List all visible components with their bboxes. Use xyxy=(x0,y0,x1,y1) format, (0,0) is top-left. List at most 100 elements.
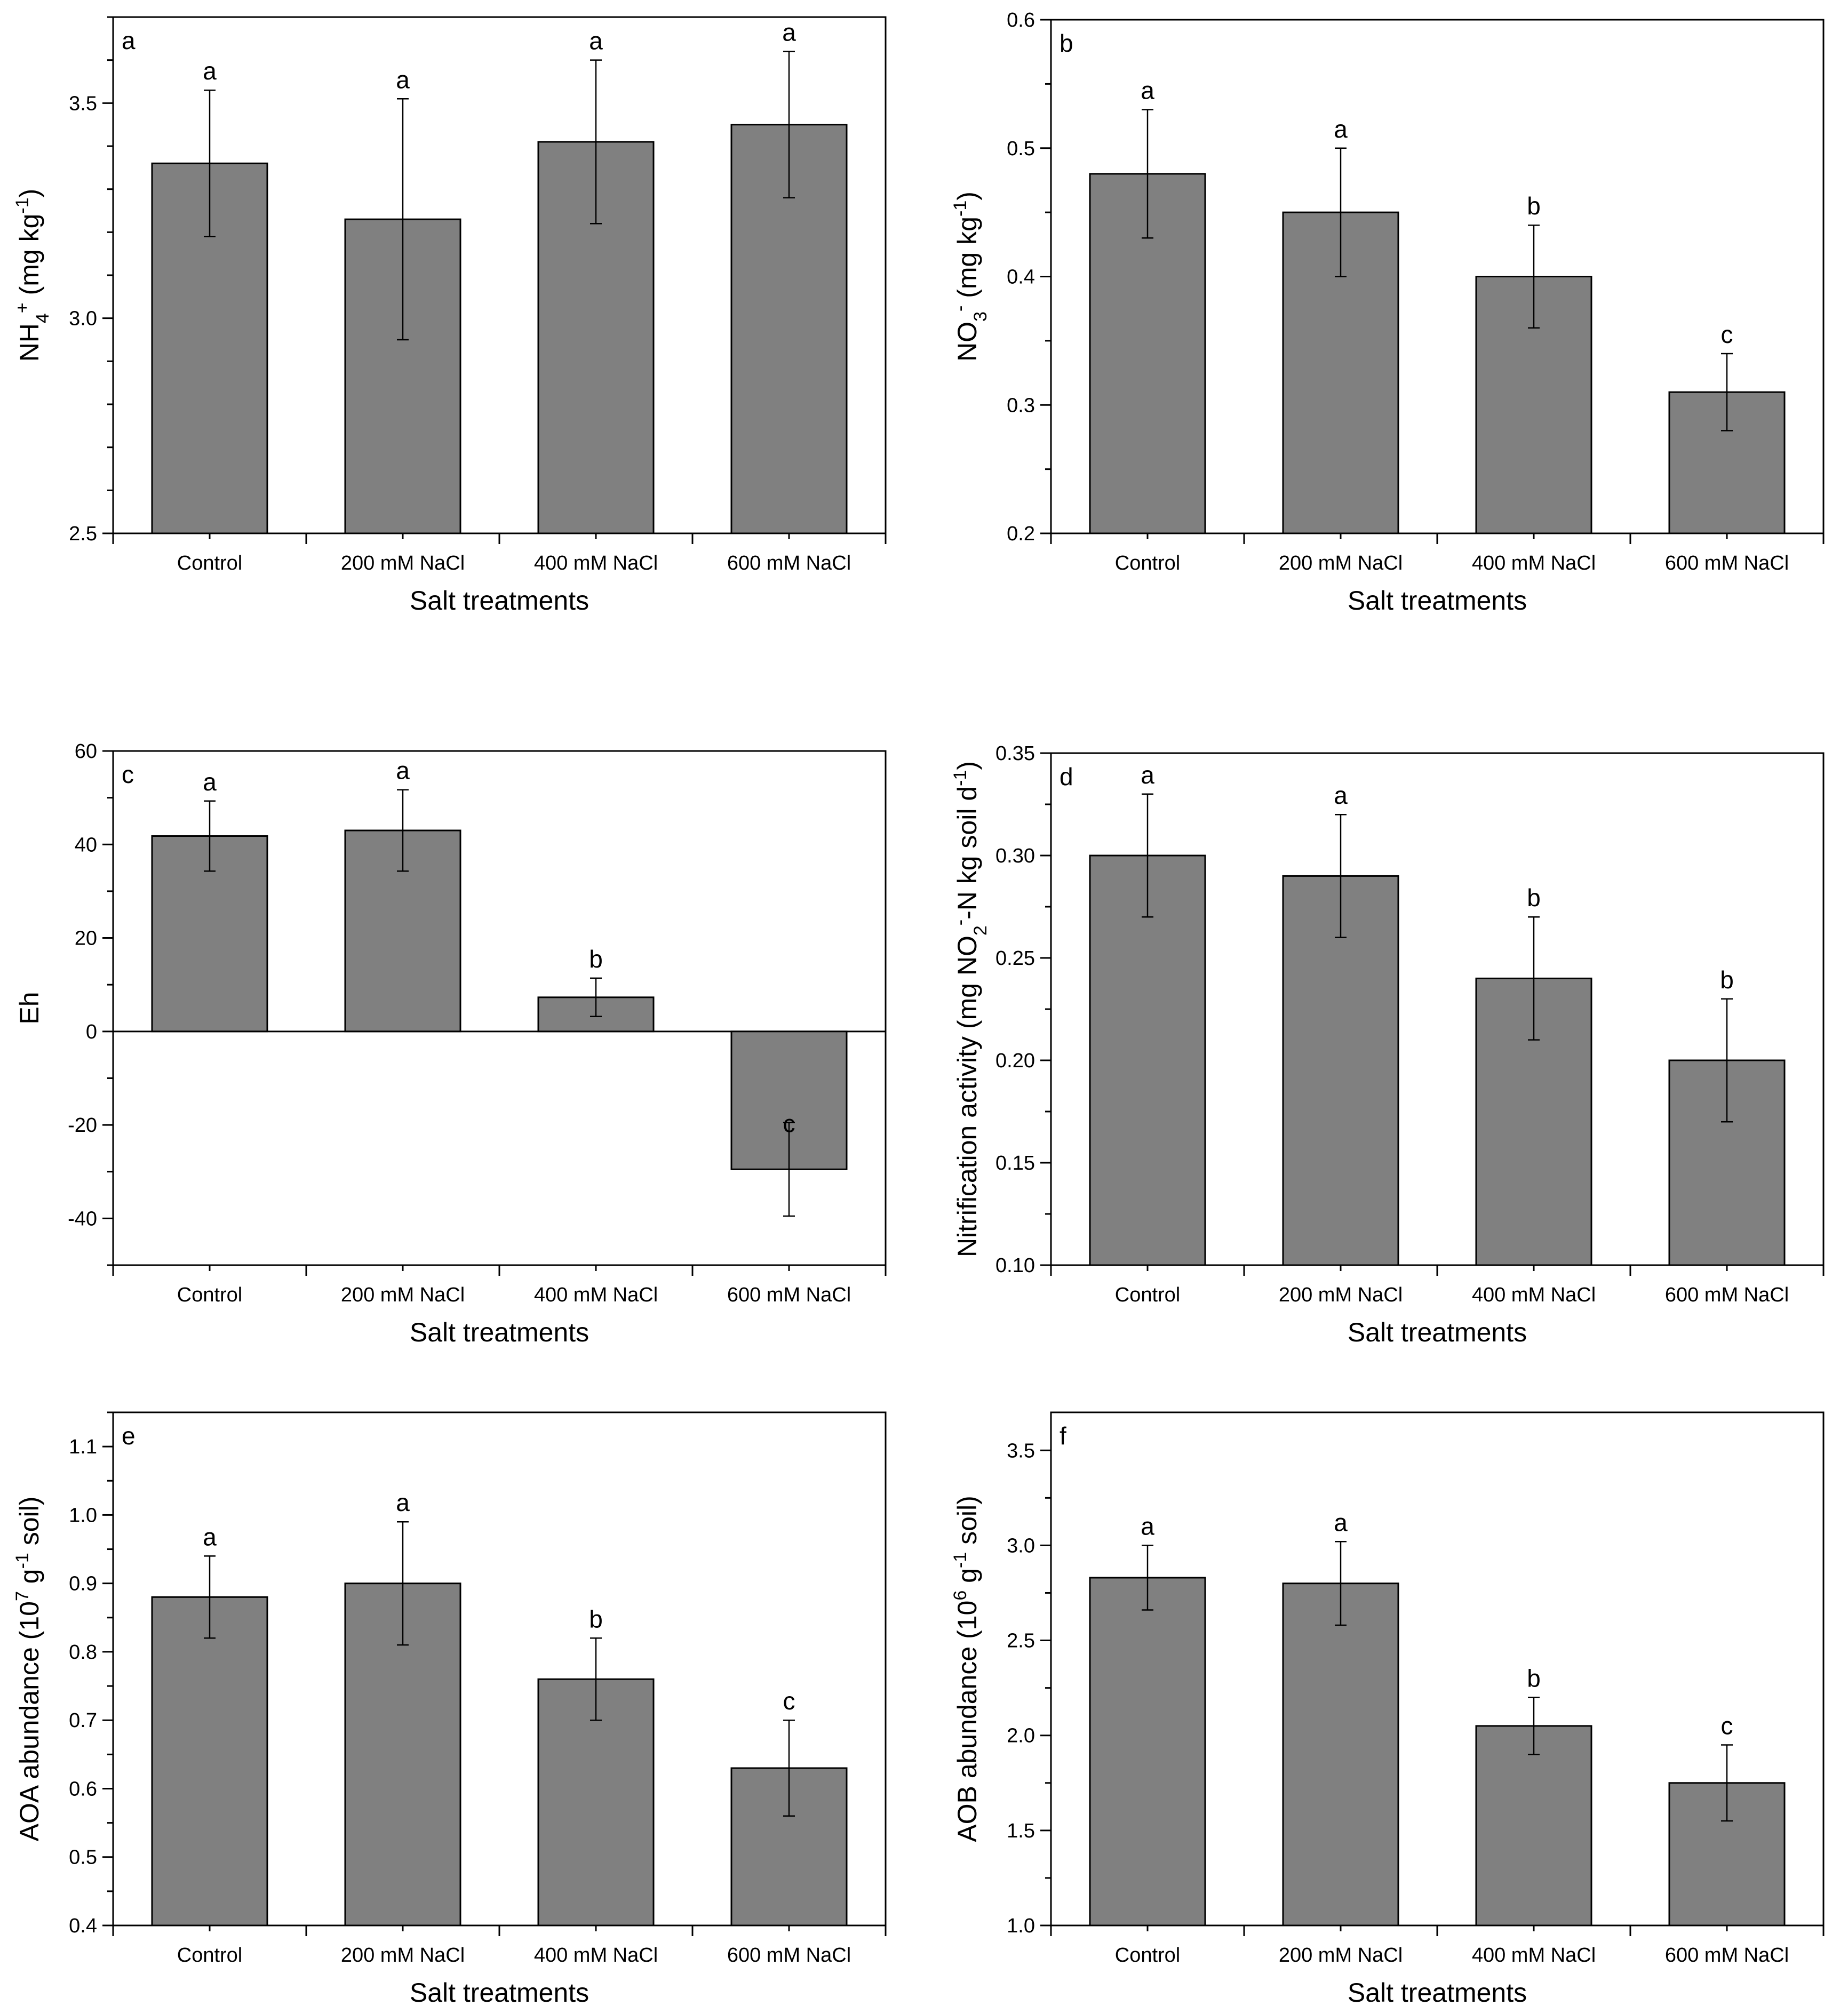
y-axis-title-part: -1 xyxy=(950,201,970,217)
significance-label: c xyxy=(1721,321,1733,348)
category-label: Control xyxy=(1115,1944,1181,1967)
category-label: 600 mM NaCl xyxy=(727,1284,851,1306)
significance-label: b xyxy=(1720,966,1734,994)
y-tick-label: 1.0 xyxy=(69,1504,97,1527)
y-tick-label: 2.5 xyxy=(69,523,97,545)
y-axis-title: NH4+ (mg kg-1) xyxy=(12,189,53,362)
significance-label: a xyxy=(589,27,603,55)
y-tick-label: 0.30 xyxy=(995,845,1035,867)
y-axis-title-part: soil) xyxy=(952,1496,982,1552)
category-label: 400 mM NaCl xyxy=(534,552,658,574)
y-tick-label: 2.5 xyxy=(1007,1630,1035,1652)
category-label: 600 mM NaCl xyxy=(1665,1284,1789,1306)
y-tick-label: 0.35 xyxy=(995,742,1035,765)
y-axis-title-part: -1 xyxy=(950,770,970,786)
significance-label: a xyxy=(203,1523,217,1551)
y-tick-label: 3.5 xyxy=(69,92,97,115)
y-axis-title-part: -1 xyxy=(950,1552,970,1568)
category-label: 400 mM NaCl xyxy=(1472,1284,1596,1306)
y-axis-title-part: + xyxy=(12,302,33,313)
y-tick-label: 1.5 xyxy=(1007,1820,1035,1842)
category-label: 200 mM NaCl xyxy=(1279,1944,1403,1967)
significance-label: a xyxy=(1141,761,1154,789)
y-axis-title-part: g xyxy=(952,1568,982,1591)
significance-label: a xyxy=(396,66,410,93)
y-tick-label: 0.4 xyxy=(1007,266,1035,289)
significance-label: a xyxy=(203,768,217,796)
y-tick-label: 2.0 xyxy=(1007,1725,1035,1747)
x-axis-title: Salt treatments xyxy=(410,1317,589,1347)
panel-f: 1.0 1.5 2.0 2.5 3.0 3.5 a Control a 200 mM NaCl b 4… xyxy=(950,1411,1825,2006)
y-axis-title: Nitrification activity (mg NO2--N kg soi… xyxy=(950,761,991,1257)
y-tick-label: 0 xyxy=(86,1021,97,1043)
y-axis-title: AOA abundance (107 g-1 soil) xyxy=(12,1497,44,1842)
category-label: 400 mM NaCl xyxy=(1472,1944,1596,1967)
significance-label: a xyxy=(203,57,217,85)
y-tick-label: 0.4 xyxy=(69,1915,97,1937)
significance-label: b xyxy=(1527,192,1541,220)
y-tick-label: 1.1 xyxy=(69,1436,97,1458)
category-label: 200 mM NaCl xyxy=(341,1944,465,1967)
x-axis-title: Salt treatments xyxy=(1348,1978,1527,2003)
panel-letter: d xyxy=(1060,763,1073,790)
y-axis-title-part: (mg kg xyxy=(952,217,982,306)
category-label: Control xyxy=(177,1284,243,1306)
y-tick-label: 0.5 xyxy=(69,1847,97,1869)
y-axis-title-part: -1 xyxy=(12,1553,33,1569)
y-axis-title-part: AOB abundance (10 xyxy=(952,1601,982,1842)
panel-d: 0.10 0.15 0.20 0.25 0.30 0.35 a Control a 200 mM … xyxy=(950,742,1825,1347)
significance-label: a xyxy=(1334,781,1348,809)
y-tick-label: -20 xyxy=(68,1114,97,1137)
category-label: 600 mM NaCl xyxy=(727,552,851,574)
y-tick-label: 0.6 xyxy=(69,1778,97,1800)
panel-letter: a xyxy=(122,27,136,54)
significance-label: b xyxy=(1527,884,1541,912)
category-label: 200 mM NaCl xyxy=(341,1284,465,1306)
category-label: 200 mM NaCl xyxy=(1279,1284,1403,1306)
category-label: Control xyxy=(177,1944,243,1967)
y-axis-title-part: (mg kg xyxy=(14,214,44,303)
y-axis-title-part: g xyxy=(14,1569,44,1591)
bar-d-1 xyxy=(1089,854,1206,1266)
y-tick-label: 0.20 xyxy=(995,1050,1035,1072)
category-label: Control xyxy=(1115,1284,1181,1306)
significance-label: c xyxy=(1721,1712,1733,1740)
y-axis-title-part: Nitrification activity (mg NO xyxy=(952,936,982,1257)
category-label: 400 mM NaCl xyxy=(1472,552,1596,574)
y-tick-label: 40 xyxy=(75,834,97,856)
y-axis-title-part: -N kg soil d xyxy=(952,786,982,920)
y-tick-label: 3.5 xyxy=(1007,1440,1035,1462)
y-axis-title-part: Eh xyxy=(14,992,44,1024)
significance-label: c xyxy=(783,1109,795,1137)
bar-f-1 xyxy=(1089,1577,1206,1927)
y-tick-label: 0.3 xyxy=(1007,394,1035,417)
significance-label: a xyxy=(1141,77,1154,105)
y-axis-title-part: ) xyxy=(14,189,44,198)
panel-a: 2.5 3.0 3.5 a Control a 200 mM NaCl a 400 mM NaC… xyxy=(12,16,887,616)
bar-e-1 xyxy=(151,1596,268,1927)
y-tick-label: 1.0 xyxy=(1007,1915,1035,1937)
significance-label: b xyxy=(589,1605,603,1633)
significance-label: a xyxy=(1334,115,1348,143)
y-axis-title-part: ) xyxy=(952,761,982,770)
panel-b: 0.2 0.3 0.4 0.5 0.6 a Control a 200 mM NaCl b 400 … xyxy=(950,9,1825,616)
y-tick-label: 20 xyxy=(75,928,97,950)
y-axis-title-part: NO xyxy=(952,322,982,362)
significance-label: a xyxy=(1141,1512,1154,1540)
category-label: Control xyxy=(1115,552,1181,574)
significance-label: a xyxy=(396,757,410,785)
y-tick-label: 0.7 xyxy=(69,1709,97,1732)
y-axis-title-part: ) xyxy=(952,191,982,201)
category-label: 400 mM NaCl xyxy=(534,1284,658,1306)
y-tick-label: 0.2 xyxy=(1007,523,1035,545)
category-label: Control xyxy=(177,552,243,574)
y-axis-title-part: - xyxy=(950,306,970,311)
panel-letter: e xyxy=(122,1422,136,1450)
panel-c: -40 -20 0 20 40 60 a Control a 200 mM NaCl b 400 mM… xyxy=(14,740,887,1347)
significance-label: a xyxy=(782,19,796,46)
x-axis-title: Salt treatments xyxy=(1348,1317,1527,1347)
y-axis-title-part: - xyxy=(950,920,970,925)
y-axis-title-part: 3 xyxy=(970,311,991,322)
panel-letter: b xyxy=(1060,29,1073,57)
